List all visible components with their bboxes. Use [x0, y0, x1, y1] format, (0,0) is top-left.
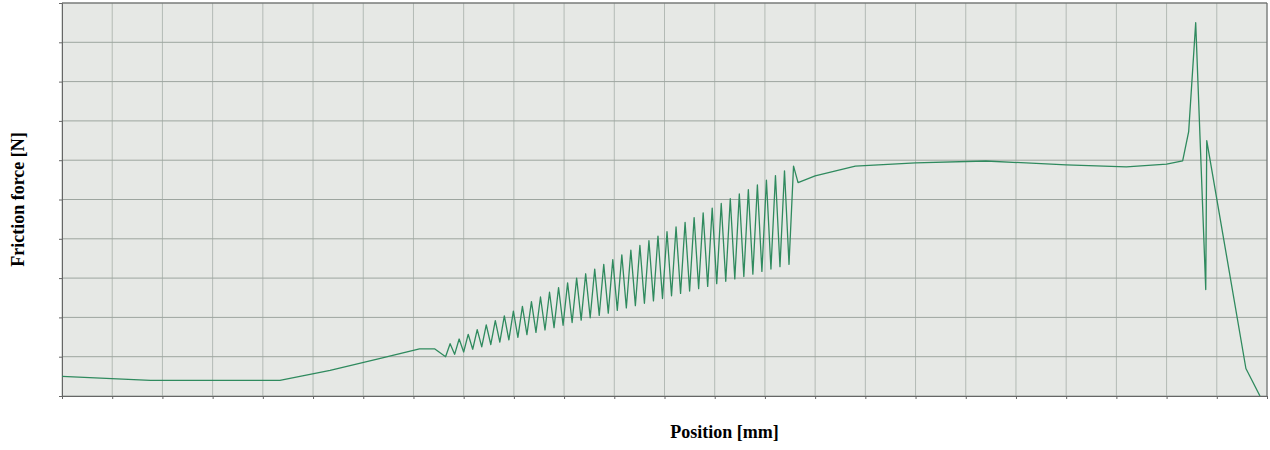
tick-mark	[665, 396, 666, 399]
tick-mark	[59, 121, 62, 122]
tick	[363, 396, 364, 399]
tick	[112, 396, 113, 399]
grid-line-y	[62, 81, 1267, 82]
tick	[1116, 396, 1117, 399]
tick-mark	[59, 239, 62, 240]
tick-mark	[213, 396, 214, 399]
tick	[263, 396, 264, 399]
grid-line-y	[62, 317, 1267, 318]
frame	[1267, 3, 1268, 396]
tick	[313, 396, 314, 399]
tick-mark	[59, 396, 62, 397]
tick-mark	[1116, 396, 1117, 399]
tick-mark	[464, 396, 465, 399]
tick	[1267, 396, 1268, 399]
tick	[59, 317, 62, 318]
tick	[916, 396, 917, 399]
tick-mark	[59, 357, 62, 358]
tick-mark	[966, 396, 967, 399]
tick-mark	[59, 278, 62, 279]
tick	[765, 396, 766, 399]
grid-line-y	[62, 120, 1267, 121]
tick	[59, 160, 62, 161]
axis-line	[59, 4, 63, 397]
tick	[464, 396, 465, 399]
grid-line-y	[62, 3, 1267, 4]
plot-background	[62, 3, 1267, 396]
tick-mark	[765, 396, 766, 399]
tick-mark	[363, 396, 364, 399]
tick-mark	[1267, 396, 1268, 399]
tick	[59, 396, 62, 397]
x-axis-title: Position [mm]	[670, 422, 778, 442]
tick	[59, 239, 62, 240]
grid-line-y	[62, 160, 1267, 161]
tick-mark	[1066, 396, 1067, 399]
tick	[564, 396, 565, 399]
tick-mark	[514, 396, 515, 399]
marks	[62, 23, 1260, 396]
tick	[1167, 396, 1168, 399]
tick-mark	[865, 396, 866, 399]
y-axis-title: Friction force [N]	[8, 132, 28, 267]
tick-mark	[916, 396, 917, 399]
axis-line	[63, 397, 1268, 400]
tick-mark	[564, 396, 565, 399]
tick	[59, 42, 62, 43]
tick	[815, 396, 816, 399]
tick-mark	[1217, 396, 1218, 399]
tick	[59, 278, 62, 279]
tick	[59, 121, 62, 122]
trace	[62, 23, 1260, 396]
grid	[62, 3, 1267, 396]
tick	[59, 357, 62, 358]
tick	[966, 396, 967, 399]
tick-mark	[59, 3, 62, 4]
tick-mark	[1016, 396, 1017, 399]
tick-mark	[1167, 396, 1168, 399]
tick-mark	[614, 396, 615, 399]
tick	[162, 396, 163, 399]
frame	[62, 3, 1267, 4]
chart: Position [mm] Friction force [N]	[0, 0, 1270, 450]
tick	[1016, 396, 1017, 399]
tick-mark	[59, 42, 62, 43]
tick	[59, 82, 62, 83]
grid-line-y	[62, 356, 1267, 357]
tick-mark	[313, 396, 314, 399]
tick	[213, 396, 214, 399]
tick-mark	[59, 82, 62, 83]
tick-mark	[59, 160, 62, 161]
grid-line-y	[62, 199, 1267, 200]
tick	[413, 396, 414, 399]
tick-mark	[59, 317, 62, 318]
tick-mark	[59, 200, 62, 201]
tick	[1066, 396, 1067, 399]
tick	[514, 396, 515, 399]
tick	[59, 200, 62, 201]
grid-line-y	[62, 42, 1267, 43]
tick-mark	[112, 396, 113, 399]
grid-line-x	[1267, 3, 1268, 396]
tick-mark	[162, 396, 163, 399]
tick	[59, 3, 62, 4]
tick-mark	[263, 396, 264, 399]
grid-line-y	[62, 238, 1267, 239]
tick	[614, 396, 615, 399]
tick	[1217, 396, 1218, 399]
x-axis	[63, 396, 1268, 399]
tick-mark	[413, 396, 414, 399]
tick	[715, 396, 716, 399]
tick	[665, 396, 666, 399]
tick-mark	[815, 396, 816, 399]
tick	[865, 396, 866, 399]
tick-mark	[715, 396, 716, 399]
plot	[59, 3, 1268, 399]
y-axis	[59, 4, 63, 397]
